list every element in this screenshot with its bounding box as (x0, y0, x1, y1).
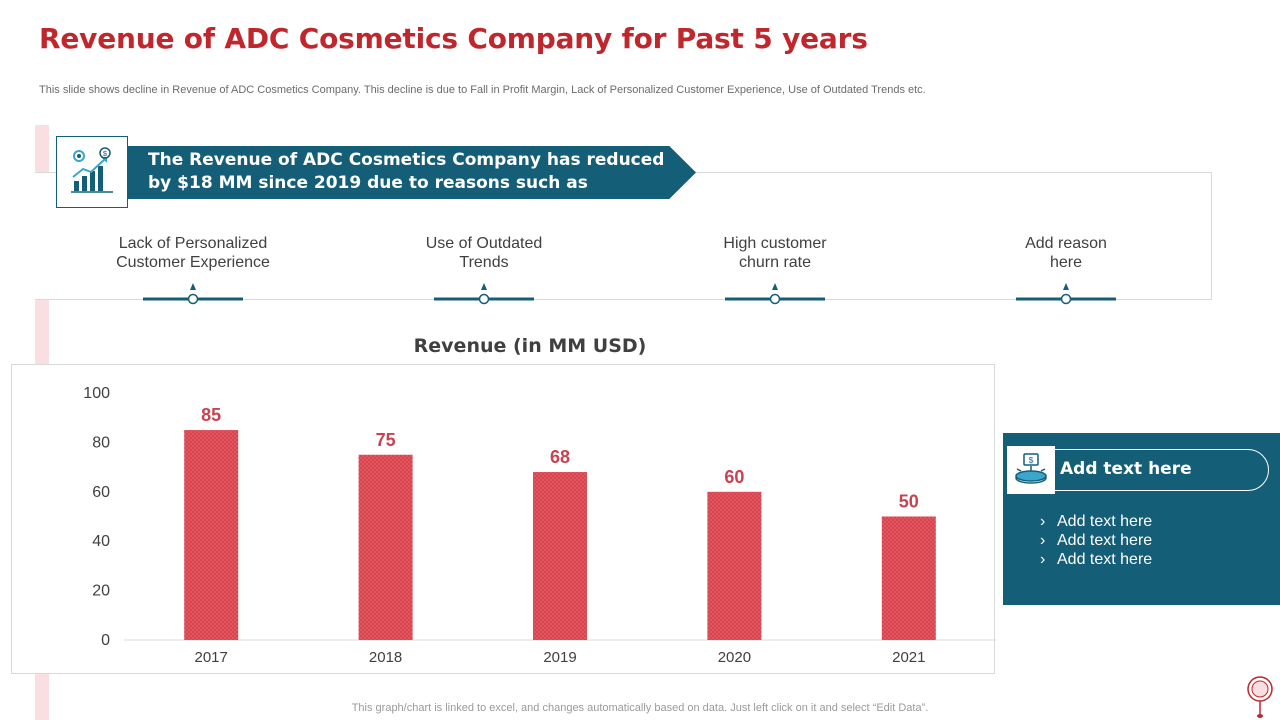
page-title: Revenue of ADC Cosmetics Company for Pas… (39, 22, 868, 55)
reason-1: Lack of Personalized Customer Experience (103, 234, 283, 272)
list-item: › Add text here (1040, 531, 1152, 550)
reason-4-line-1: Add reason (1025, 235, 1107, 252)
y-tick-label: 100 (83, 385, 110, 402)
reason-2-line-2: Trends (459, 254, 509, 271)
chevron-right-icon: › (1040, 551, 1046, 568)
chart-title: Revenue (in MM USD) (413, 335, 647, 357)
data-label: 60 (724, 467, 744, 487)
chevron-right-icon: › (1040, 513, 1046, 530)
chevron-right-icon: › (1040, 532, 1046, 549)
y-tick-label: 40 (92, 533, 110, 550)
revenue-chart-icon: $ (71, 147, 113, 193)
list-item-text: Add text here (1057, 532, 1153, 549)
footer-note: This graph/chart is linked to excel, and… (351, 702, 929, 714)
reason-2-line-1: Use of Outdated (425, 235, 543, 252)
reason-2-marker (434, 283, 534, 305)
reason-1-line-1: Lack of Personalized (118, 235, 268, 252)
reason-3: High customer churn rate (685, 234, 865, 272)
list-item: › Add text here (1040, 512, 1152, 531)
y-tick-label: 20 (92, 583, 110, 600)
x-tick-label: 2020 (718, 649, 751, 666)
page-subtitle: This slide shows decline in Revenue of A… (39, 84, 926, 96)
revenue-chart[interactable]: 0 20 40 60 80 100 85 2017 75 2018 68 2019 60 2020 50 20… (11, 364, 996, 674)
money-coin-icon: $ (1015, 453, 1047, 484)
reason-3-line-1: High customer (723, 235, 827, 252)
data-label: 85 (201, 405, 221, 425)
side-panel-list: › Add text here › Add text here › Add text … (1040, 512, 1152, 569)
bar[interactable] (707, 491, 762, 640)
reason-1-marker (143, 283, 243, 305)
reason-3-marker (725, 283, 825, 305)
bar[interactable] (358, 454, 413, 640)
x-tick-label: 2019 (543, 649, 576, 666)
side-panel-icon-box: $ (1007, 446, 1055, 494)
reason-4-marker (1016, 283, 1116, 305)
banner-line-2: by $18 MM since 2019 due to reasons such… (148, 173, 588, 193)
pin-icon (1247, 676, 1273, 718)
x-tick-label: 2018 (369, 649, 402, 666)
revenue-chart-svg: 0 20 40 60 80 100 85 2017 75 2018 68 2019 60 2020 50 20… (83, 385, 996, 666)
list-item: › Add text here (1040, 550, 1152, 569)
reason-2: Use of Outdated Trends (394, 234, 574, 272)
reason-4-line-2: here (1049, 254, 1083, 271)
reduction-banner: The Revenue of ADC Cosmetics Company has… (128, 146, 696, 199)
banner-text: The Revenue of ADC Cosmetics Company has… (148, 149, 668, 195)
list-item-text: Add text here (1057, 513, 1153, 530)
x-tick-label: 2017 (195, 649, 228, 666)
x-tick-label: 2021 (892, 649, 925, 666)
data-label: 75 (376, 430, 396, 450)
side-panel-heading: Add text here (1060, 459, 1192, 479)
y-tick-label: 80 (92, 434, 110, 451)
banner-line-1: The Revenue of ADC Cosmetics Company has… (148, 150, 665, 170)
reason-1-line-2: Customer Experience (116, 254, 270, 271)
data-label: 68 (550, 447, 570, 467)
list-item-text: Add text here (1057, 551, 1153, 568)
y-tick-label: 60 (92, 484, 110, 501)
svg-text:$: $ (1029, 456, 1034, 465)
bar[interactable] (184, 430, 239, 640)
bar[interactable] (533, 472, 587, 640)
y-tick-label: 0 (101, 632, 110, 649)
reason-3-line-2: churn rate (738, 254, 812, 271)
svg-text:$: $ (103, 151, 107, 158)
reason-4: Add reason here (976, 234, 1156, 272)
revenue-growth-icon-box: $ (56, 136, 128, 208)
data-label: 50 (899, 492, 919, 512)
bar[interactable] (881, 516, 936, 641)
